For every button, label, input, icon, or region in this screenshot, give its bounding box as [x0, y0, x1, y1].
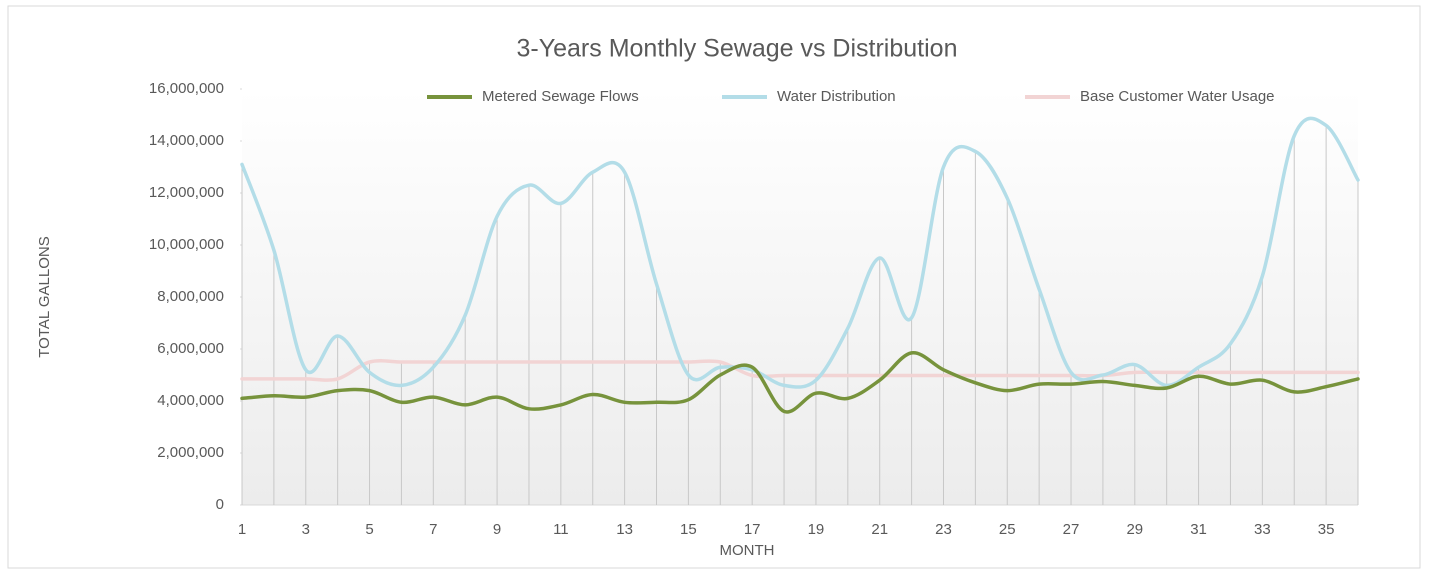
x-tick-label: 3: [302, 521, 310, 538]
y-tick-label: 14,000,000: [149, 132, 224, 149]
x-tick-label: 11: [553, 521, 569, 538]
y-tick-label: 2,000,000: [157, 444, 224, 461]
x-tick-label: 19: [808, 521, 825, 538]
plot-area: [242, 89, 1358, 505]
x-tick-label: 25: [999, 521, 1016, 538]
x-tick-label: 5: [365, 521, 373, 538]
x-axis-title: MONTH: [720, 542, 775, 559]
legend-label: Base Customer Water Usage: [1080, 88, 1275, 105]
y-tick-label: 16,000,000: [149, 80, 224, 97]
x-tick-label: 21: [871, 521, 888, 538]
series-line: [240, 116, 1360, 389]
x-tick-label: 35: [1318, 521, 1335, 538]
y-tick-label: 12,000,000: [149, 184, 224, 201]
legend-label: Water Distribution: [777, 88, 896, 105]
y-tick-label: 10,000,000: [149, 236, 224, 253]
legend-label: Metered Sewage Flows: [482, 88, 639, 105]
y-tick-label: 6,000,000: [157, 340, 224, 357]
series-line: [240, 359, 1360, 382]
x-tick-label: 13: [616, 521, 633, 538]
x-tick-label: 17: [744, 521, 761, 538]
x-tick-label: 23: [935, 521, 952, 538]
y-axis-title: TOTAL GALLONS: [36, 236, 53, 357]
y-tick-label: 0: [216, 496, 224, 513]
x-tick-label: 33: [1254, 521, 1271, 538]
x-tick-label: 27: [1063, 521, 1080, 538]
y-tick-label: 4,000,000: [157, 392, 224, 409]
x-tick-label: 15: [680, 521, 697, 538]
series-line: [240, 351, 1360, 414]
y-tick-label: 8,000,000: [157, 288, 224, 305]
x-tick-label: 31: [1190, 521, 1207, 538]
x-tick-label: 9: [493, 521, 501, 538]
chart-title: 3-Years Monthly Sewage vs Distribution: [517, 35, 958, 63]
x-tick-label: 1: [238, 521, 246, 538]
x-tick-label: 7: [429, 521, 437, 538]
x-tick-label: 29: [1126, 521, 1143, 538]
